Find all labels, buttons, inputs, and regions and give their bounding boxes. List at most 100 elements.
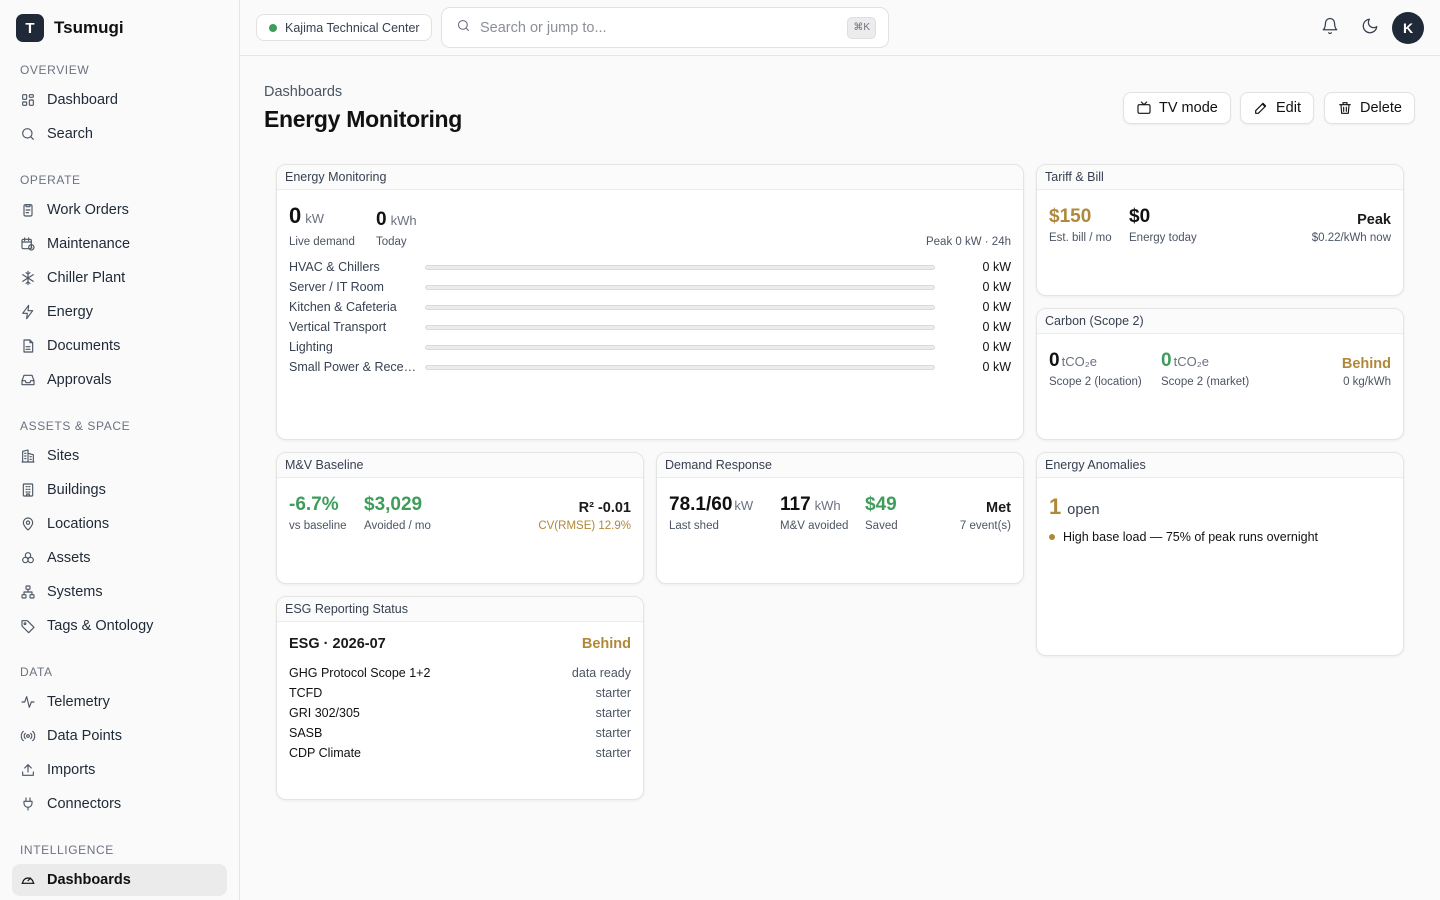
esg-framework-row: GHG Protocol Scope 1+2 data ready: [289, 663, 631, 683]
load-label: Server / IT Room: [289, 280, 384, 294]
user-avatar[interactable]: K: [1392, 12, 1424, 44]
anomaly-item[interactable]: High base load — 75% of peak runs overni…: [1049, 527, 1393, 547]
last-shed-label: Last shed: [669, 520, 719, 532]
sidebar-item-sites[interactable]: Sites: [12, 440, 227, 472]
sidebar-item-dashboards[interactable]: Dashboards: [12, 864, 227, 896]
esg-framework-row: GRI 302/305 starter: [289, 703, 631, 723]
est-bill-label: Est. bill / mo: [1049, 232, 1112, 244]
site-selector[interactable]: Kajima Technical Center: [256, 14, 432, 41]
esg-framework-name: TCFD: [289, 686, 323, 700]
esg-framework-name: CDP Climate: [289, 746, 362, 760]
last-shed-metric: 78.1/60 kW: [669, 494, 753, 516]
energy-today-label: Energy today: [1129, 232, 1197, 244]
sidebar-item-label: Sites: [47, 448, 80, 464]
dr-events: 7 event(s): [959, 520, 1011, 532]
load-bar: [425, 364, 935, 370]
live-demand-unit: kW: [305, 211, 325, 226]
breadcrumb[interactable]: Dashboards: [264, 84, 343, 100]
live-demand-value: 0: [289, 203, 302, 228]
sidebar-item-data-points[interactable]: Data Points: [12, 720, 227, 752]
edit-button[interactable]: Edit: [1240, 92, 1314, 124]
dr-saved-label: Saved: [865, 520, 898, 532]
search-icon: [22, 128, 34, 140]
load-value: 0 kW: [982, 340, 1011, 354]
sidebar-item-work-orders[interactable]: Work Orders: [12, 194, 227, 226]
load-value: 0 kW: [982, 300, 1011, 314]
anomaly-list: High base load — 75% of peak runs overni…: [1049, 527, 1393, 547]
sidebar-item-telemetry[interactable]: Telemetry: [12, 686, 227, 718]
sidebar-item-imports[interactable]: Imports: [12, 754, 227, 786]
load-value: 0 kW: [982, 360, 1011, 374]
esg-framework-row: TCFD starter: [289, 683, 631, 703]
snowflake-icon: [22, 270, 34, 286]
sidebar-item-chiller-plant[interactable]: Chiller Plant: [12, 262, 227, 294]
app-name: Tsumugi: [54, 18, 124, 37]
sidebar-item-assets[interactable]: Assets: [12, 542, 227, 574]
sidebar-item-locations[interactable]: Locations: [12, 508, 227, 540]
live-demand-metric: 0 kW: [289, 203, 324, 229]
dr-avoided-unit: kWh: [814, 498, 841, 513]
app-logo: T: [16, 14, 44, 42]
nav-section-title: Assets & Space: [20, 419, 131, 433]
network-icon: [21, 585, 35, 599]
load-row: Vertical Transport 0 kW: [289, 317, 1011, 337]
bell-icon[interactable]: [1321, 17, 1341, 37]
sidebar-item-energy[interactable]: Energy: [12, 296, 227, 328]
sidebar-item-label: Buildings: [47, 482, 106, 498]
global-search[interactable]: ⌘K: [441, 7, 889, 48]
buildings-icon: [21, 449, 35, 463]
sidebar-item-label: Data Points: [47, 728, 122, 744]
edit-label: Edit: [1276, 100, 1301, 116]
mv-cv-rmse: CV(RMSE) 12.9%: [538, 520, 631, 532]
live-demand-label: Live demand: [289, 236, 355, 248]
tariff-bill-card: Tariff & Bill $150 Est. bill / mo $0 Ene…: [1036, 164, 1404, 296]
sidebar-item-search[interactable]: Search: [12, 118, 227, 150]
delete-label: Delete: [1360, 100, 1402, 116]
sidebar-item-label: Telemetry: [47, 694, 110, 710]
sidebar-item-label: Tags & Ontology: [47, 618, 154, 634]
sidebar-item-label: Documents: [47, 338, 121, 354]
site-status-dot: [269, 23, 277, 32]
sidebar-item-dashboard[interactable]: Dashboard: [12, 84, 227, 116]
nav-section-title: Operate: [20, 173, 81, 187]
mv-baseline-card: M&V Baseline -6.7% vs baseline $3,029 Av…: [276, 452, 644, 584]
esg-framework-state: data ready: [571, 666, 631, 680]
nav-section-title: Overview: [20, 63, 90, 77]
delete-button[interactable]: Delete: [1324, 92, 1415, 124]
scope2-market-unit: tCO₂e: [1173, 354, 1209, 369]
sidebar-item-maintenance[interactable]: Maintenance: [12, 228, 227, 260]
load-row: Lighting 0 kW: [289, 337, 1011, 357]
sidebar-item-label: Locations: [47, 516, 110, 532]
search-icon: [456, 18, 471, 38]
esg-framework-list: GHG Protocol Scope 1+2 data ready TCFD s…: [289, 663, 631, 763]
load-value: 0 kW: [982, 260, 1011, 274]
inbox-icon: [21, 374, 35, 386]
card-title: Carbon (Scope 2): [1037, 309, 1403, 334]
sidebar-item-tags-ontology[interactable]: Tags & Ontology: [12, 610, 227, 642]
brand[interactable]: T Tsumugi: [0, 0, 239, 56]
last-shed-value: 78.1/60: [669, 494, 733, 515]
load-row: Kitchen & Cafeteria 0 kW: [289, 297, 1011, 317]
anomaly-count: 1: [1049, 494, 1062, 519]
moon-icon[interactable]: [1361, 17, 1381, 37]
search-shortcut-hint: ⌘K: [847, 17, 876, 39]
upload-icon: [22, 764, 34, 776]
sidebar-item-documents[interactable]: Documents: [12, 330, 227, 362]
grid-icon: [22, 94, 34, 106]
sidebar-item-label: Work Orders: [47, 202, 129, 218]
esg-framework-name: SASB: [289, 726, 323, 740]
document-icon: [23, 339, 34, 353]
sidebar-item-systems[interactable]: Systems: [12, 576, 227, 608]
load-label: Lighting: [289, 340, 333, 354]
sidebar-item-buildings[interactable]: Buildings: [12, 474, 227, 506]
load-bar: [425, 344, 935, 350]
boxes-icon: [22, 552, 34, 564]
sidebar-item-connectors[interactable]: Connectors: [12, 788, 227, 820]
load-bar: [425, 304, 935, 310]
load-row: Server / IT Room 0 kW: [289, 277, 1011, 297]
search-input[interactable]: [480, 19, 840, 36]
nav-section-title: Data: [20, 665, 53, 679]
sidebar-item-approvals[interactable]: Approvals: [12, 364, 227, 396]
tv-mode-button[interactable]: TV mode: [1123, 92, 1231, 124]
card-title: Tariff & Bill: [1037, 165, 1403, 190]
